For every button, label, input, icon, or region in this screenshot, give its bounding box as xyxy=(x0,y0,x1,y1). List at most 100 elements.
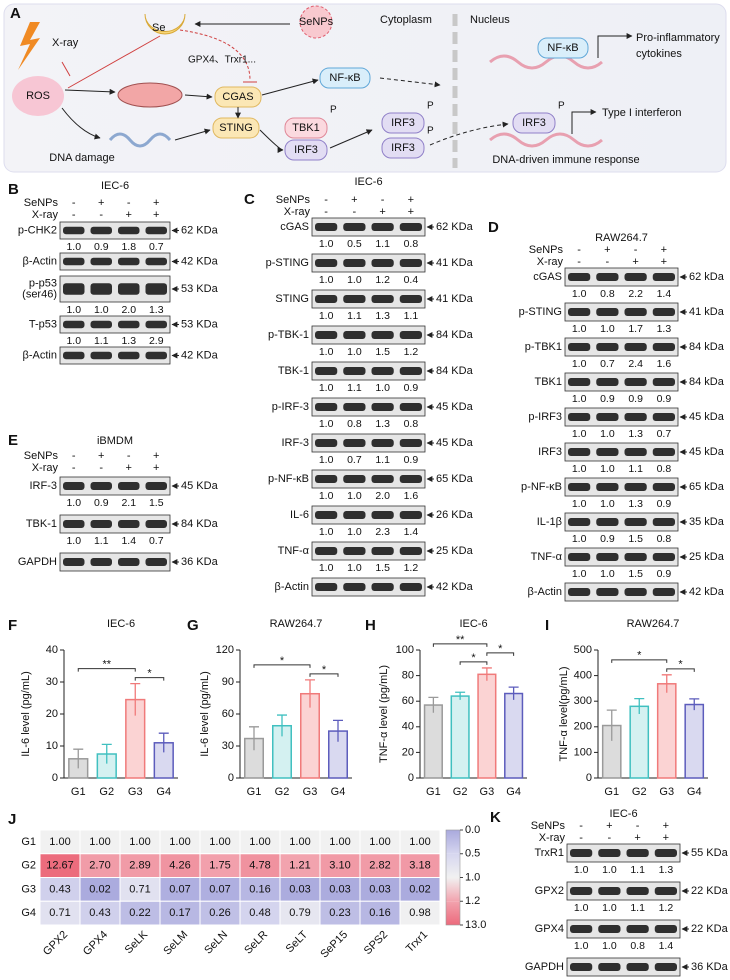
error-bar xyxy=(130,682,141,716)
band xyxy=(315,367,338,375)
cell-label: 0.16 xyxy=(249,883,270,895)
label: IRF3 xyxy=(294,144,318,156)
x-tick-label: G3 xyxy=(659,786,674,798)
quant-value: 1.2 xyxy=(375,274,390,286)
size-label: 36 KDa xyxy=(691,961,729,973)
treatment-name: X-ray xyxy=(537,256,564,268)
x-tick-label: G3 xyxy=(480,786,495,798)
inhibition-line xyxy=(67,35,161,89)
blot-label: IRF-3 xyxy=(282,437,310,449)
quant-value: 1.5 xyxy=(375,346,390,358)
treatment-sign: + xyxy=(153,462,159,474)
error-bar xyxy=(305,679,315,708)
arrow xyxy=(259,129,284,153)
band xyxy=(315,223,338,231)
label: IRF3 xyxy=(391,142,415,154)
treatment-sign: - xyxy=(72,462,76,474)
quant-value: 1.5 xyxy=(628,568,643,580)
band xyxy=(568,308,591,316)
band xyxy=(371,367,394,375)
colorbar-tick-label: 1.2 xyxy=(465,895,480,907)
blot-frame xyxy=(564,547,679,567)
band xyxy=(145,226,167,235)
quant-value: 0.9 xyxy=(404,382,419,394)
label: IRF3 xyxy=(391,117,415,129)
quant-value: 1.3 xyxy=(121,335,136,347)
size-label: 35 kDa xyxy=(689,516,725,528)
quant-value: 2.0 xyxy=(375,490,390,502)
panel-letter: I xyxy=(545,617,549,634)
band xyxy=(399,259,422,267)
band xyxy=(90,558,112,566)
band xyxy=(90,320,112,329)
label: TBK1 xyxy=(292,122,320,134)
band xyxy=(343,475,366,483)
row-label: G1 xyxy=(21,836,36,848)
error-bar xyxy=(277,714,287,737)
treatment-sign: + xyxy=(604,244,610,256)
blot-frame xyxy=(564,582,679,602)
band xyxy=(570,887,593,895)
error-bar xyxy=(101,743,112,764)
y-tick-label: 40 xyxy=(46,644,58,656)
blot-frame xyxy=(59,514,171,534)
bar xyxy=(477,673,497,779)
band xyxy=(624,343,647,351)
error-bar xyxy=(689,698,700,711)
schematic: A X-ray Se SeNPs Cytoplasm Nucleus ROS G… xyxy=(3,3,727,173)
blot-frame xyxy=(564,337,679,357)
cell-label: 2.70 xyxy=(89,860,110,872)
quant-value: 1.0 xyxy=(319,526,334,538)
treatment-name: SeNPs xyxy=(24,450,59,462)
cell-label: 0.26 xyxy=(209,907,230,919)
significance-bracket xyxy=(486,652,515,656)
blot-label: GPX4 xyxy=(535,923,564,935)
quant-value: 1.0 xyxy=(572,358,587,370)
blot-label: (ser46) xyxy=(22,288,57,300)
colorbar-segment xyxy=(446,853,460,878)
blot-label: TNF-α xyxy=(531,551,563,563)
band xyxy=(654,925,677,933)
treatment-sign: - xyxy=(608,832,612,844)
band xyxy=(652,518,675,526)
quant-value: 1.1 xyxy=(628,463,643,475)
dna-icon xyxy=(108,132,172,148)
quant-value: 1.0 xyxy=(347,526,362,538)
blot-frame xyxy=(311,253,426,273)
band xyxy=(315,259,338,267)
band xyxy=(568,343,591,351)
band xyxy=(399,331,422,339)
treatment-sign: - xyxy=(127,450,131,462)
cell-label: 0.02 xyxy=(409,883,430,895)
y-tick-label: 20 xyxy=(402,746,414,758)
significance-label: * xyxy=(637,650,642,662)
y-axis-label: IL-6 level (pg/mL) xyxy=(20,671,32,757)
cell-label: 1.00 xyxy=(49,836,70,848)
quant-value: 1.1 xyxy=(375,238,390,250)
label: P xyxy=(427,101,434,112)
significance-bracket xyxy=(432,643,488,647)
quant-value: 1.1 xyxy=(630,902,645,914)
arrow xyxy=(571,109,597,134)
arrow xyxy=(429,121,509,146)
quant-value: 1.0 xyxy=(66,497,81,509)
band xyxy=(371,547,394,555)
quant-value: 1.0 xyxy=(66,241,81,253)
cell-label: 0.07 xyxy=(169,883,190,895)
band xyxy=(399,439,422,447)
band xyxy=(568,413,591,421)
quant-value: 2.0 xyxy=(121,304,136,316)
blot-label: TBK-1 xyxy=(278,365,309,377)
blot-title: iBMDM xyxy=(97,435,133,447)
quant-value: 0.9 xyxy=(600,533,615,545)
band xyxy=(371,259,394,267)
band xyxy=(570,963,593,971)
quant-value: 0.9 xyxy=(404,454,419,466)
arrow xyxy=(379,77,441,88)
quant-value: 0.9 xyxy=(657,393,672,405)
band xyxy=(343,223,366,231)
size-label: 25 KDa xyxy=(436,545,474,557)
quant-value: 1.1 xyxy=(347,310,362,322)
band xyxy=(145,558,167,566)
treatment-sign: - xyxy=(577,256,581,268)
